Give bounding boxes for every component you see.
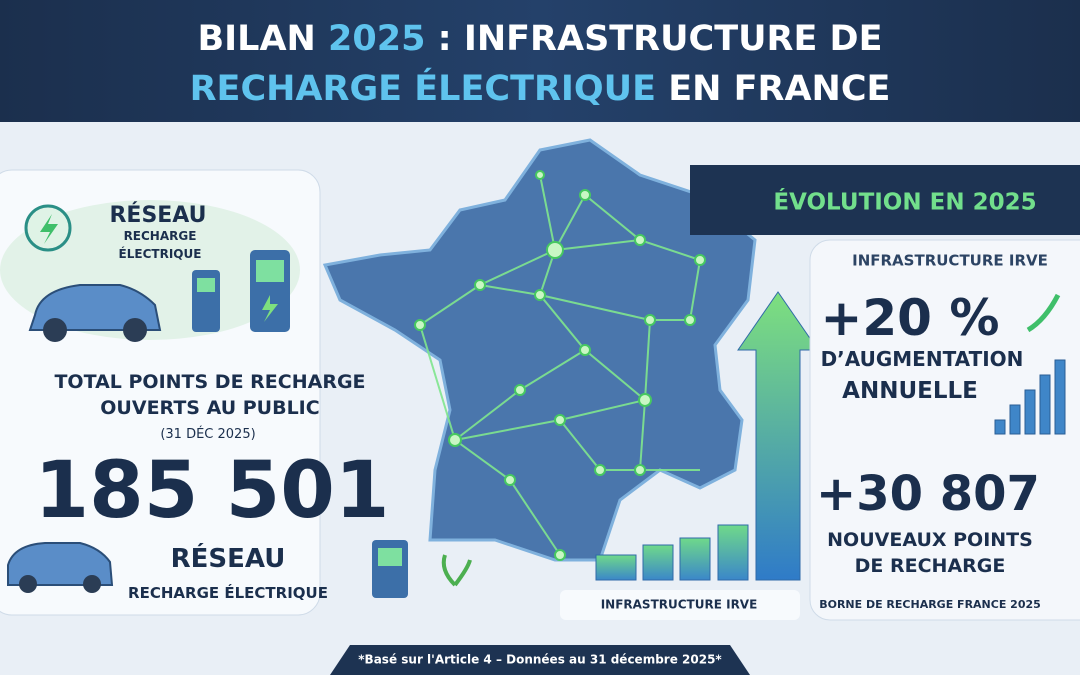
network-illustration [7,540,472,598]
total-label: OUVERTS AU PUBLIC [100,397,319,419]
france-map-part-part [414,319,426,331]
france-map-part [322,138,757,562]
right-panel [690,165,1080,621]
france-map-part-part [634,234,646,246]
total-value: 185 501 [35,446,390,536]
network-illustration-part [441,554,472,587]
right-panel-part [994,359,1066,435]
title-part: BILAN [197,19,328,59]
center-caption: INFRASTRUCTURE IRVE [601,598,758,612]
france-map-part-part [634,464,646,476]
title-line-2: RECHARGE ÉLECTRIQUE EN FRANCE [190,67,891,109]
network-illustration-part [7,542,114,586]
france-map-part-part [594,464,606,476]
footer-bar [330,645,750,675]
france-map-part-part [638,393,652,407]
france-map-part-part [546,241,564,259]
france-map-part-part [448,433,462,447]
france-map-part-part [554,549,566,561]
france-map-part-part [474,279,486,291]
total-date: (31 DÉC 2025) [160,426,255,442]
footer-note: *Basé sur l'Article 4 – Données au 31 dé… [358,653,722,667]
title-part: RECHARGE ÉLECTRIQUE [190,67,656,109]
france-map-part-part [534,289,546,301]
france-map-part [679,537,711,581]
growth-label: ANNUELLE [842,378,978,404]
france-map-part [642,544,674,581]
france-map-part [414,170,706,561]
growth-value: +20 % [821,289,1000,347]
left-panel-part [28,284,162,331]
france-map-part-part [644,314,656,326]
left-panel-part [256,260,284,282]
france-map-part-part [504,474,516,486]
france-map-part-part [539,174,641,253]
france-map-part-part [418,249,561,556]
right-caption: BORNE DE RECHARGE FRANCE 2025 [819,598,1041,611]
new-label: NOUVEAUX POINTS [827,529,1033,551]
right-panel-part-part [1039,374,1051,435]
network-illustration-part [83,575,101,593]
network-subtitle: RECHARGE ÉLECTRIQUE [128,583,328,602]
right-panel-part-part [1054,359,1066,435]
france-map-part [595,554,637,581]
title-part: EN FRANCE [656,69,890,109]
france-map-part [418,174,702,556]
center-caption-box [560,590,800,620]
right-panel-part [690,165,1080,235]
right-panel-part-part [994,419,1006,435]
france-map-part-part [579,344,591,356]
left-panel-part [43,318,67,342]
france-map-part-part [535,170,545,180]
network-illustration-part [378,548,402,566]
left-panel-part [40,214,58,244]
title-part: : INFRASTRUCTURE DE [425,19,882,59]
new-label: DE RECHARGE [855,555,1006,577]
right-subheader: INFRASTRUCTURE IRVE [852,252,1048,270]
france-map-part-part [694,254,706,266]
france-map [322,138,819,581]
right-panel-part [809,239,1080,621]
left-panel-part [197,278,215,292]
france-map-part-part [514,384,526,396]
right-panel-part-part [1024,389,1036,435]
france-map-part-part [554,414,566,426]
network-title: RÉSEAU [171,542,286,574]
badge-title: RÉSEAU [109,202,206,228]
title-part: 2025 [328,19,425,59]
left-panel-part [262,295,278,322]
left-panel-part [123,318,147,342]
france-map-part-part [554,238,702,471]
right-panel-part [1026,293,1061,333]
france-map-part [737,291,819,581]
right-header: ÉVOLUTION EN 2025 [773,188,1036,216]
france-map-part-part [684,314,696,326]
total-label: TOTAL POINTS DE RECHARGE [54,371,365,393]
network-illustration-part [19,575,37,593]
france-map-part-part [454,249,648,441]
growth-label: D’AUGMENTATION [821,347,1024,371]
title-line-1: BILAN 2025 : INFRASTRUCTURE DE [197,19,882,59]
header-bar [0,0,1080,122]
badge-line: RECHARGE [124,229,197,243]
france-map-part-part [579,189,591,201]
france-map-part [717,524,749,581]
left-panel [0,169,321,616]
new-value: +30 807 [816,466,1040,522]
badge-line: ÉLECTRIQUE [119,246,202,261]
right-panel-part-part [1009,404,1021,435]
